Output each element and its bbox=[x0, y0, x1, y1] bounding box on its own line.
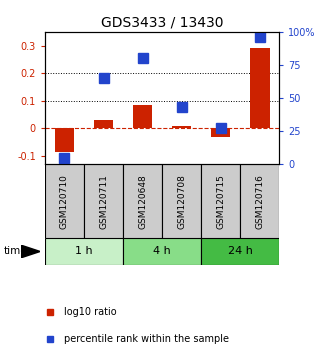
Bar bbox=[45, 238, 123, 265]
Text: log10 ratio: log10 ratio bbox=[64, 307, 116, 318]
Text: time: time bbox=[3, 246, 27, 257]
Bar bbox=[123, 238, 201, 265]
Text: GSM120710: GSM120710 bbox=[60, 174, 69, 229]
Title: GDS3433 / 13430: GDS3433 / 13430 bbox=[101, 15, 223, 29]
Bar bbox=[162, 164, 201, 238]
Bar bbox=[211, 129, 230, 137]
Text: 4 h: 4 h bbox=[153, 246, 171, 257]
Text: percentile rank within the sample: percentile rank within the sample bbox=[64, 334, 229, 344]
Bar bbox=[240, 164, 279, 238]
Bar bbox=[123, 164, 162, 238]
Bar bbox=[55, 129, 74, 152]
Bar bbox=[250, 48, 270, 129]
Text: GSM120711: GSM120711 bbox=[99, 174, 108, 229]
Text: GSM120716: GSM120716 bbox=[255, 174, 264, 229]
Bar bbox=[84, 164, 123, 238]
Bar bbox=[133, 105, 152, 129]
Text: GSM120648: GSM120648 bbox=[138, 174, 147, 229]
Bar bbox=[201, 164, 240, 238]
Polygon shape bbox=[21, 245, 40, 258]
Text: GSM120708: GSM120708 bbox=[177, 174, 186, 229]
Bar bbox=[94, 120, 113, 129]
Bar bbox=[201, 238, 279, 265]
Text: GSM120715: GSM120715 bbox=[216, 174, 225, 229]
Text: 24 h: 24 h bbox=[228, 246, 253, 257]
Bar bbox=[45, 164, 84, 238]
Text: 1 h: 1 h bbox=[75, 246, 93, 257]
Bar bbox=[172, 126, 191, 129]
